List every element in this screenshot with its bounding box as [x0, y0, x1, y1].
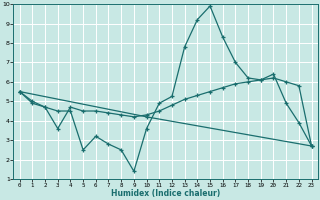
X-axis label: Humidex (Indice chaleur): Humidex (Indice chaleur) — [111, 189, 220, 198]
